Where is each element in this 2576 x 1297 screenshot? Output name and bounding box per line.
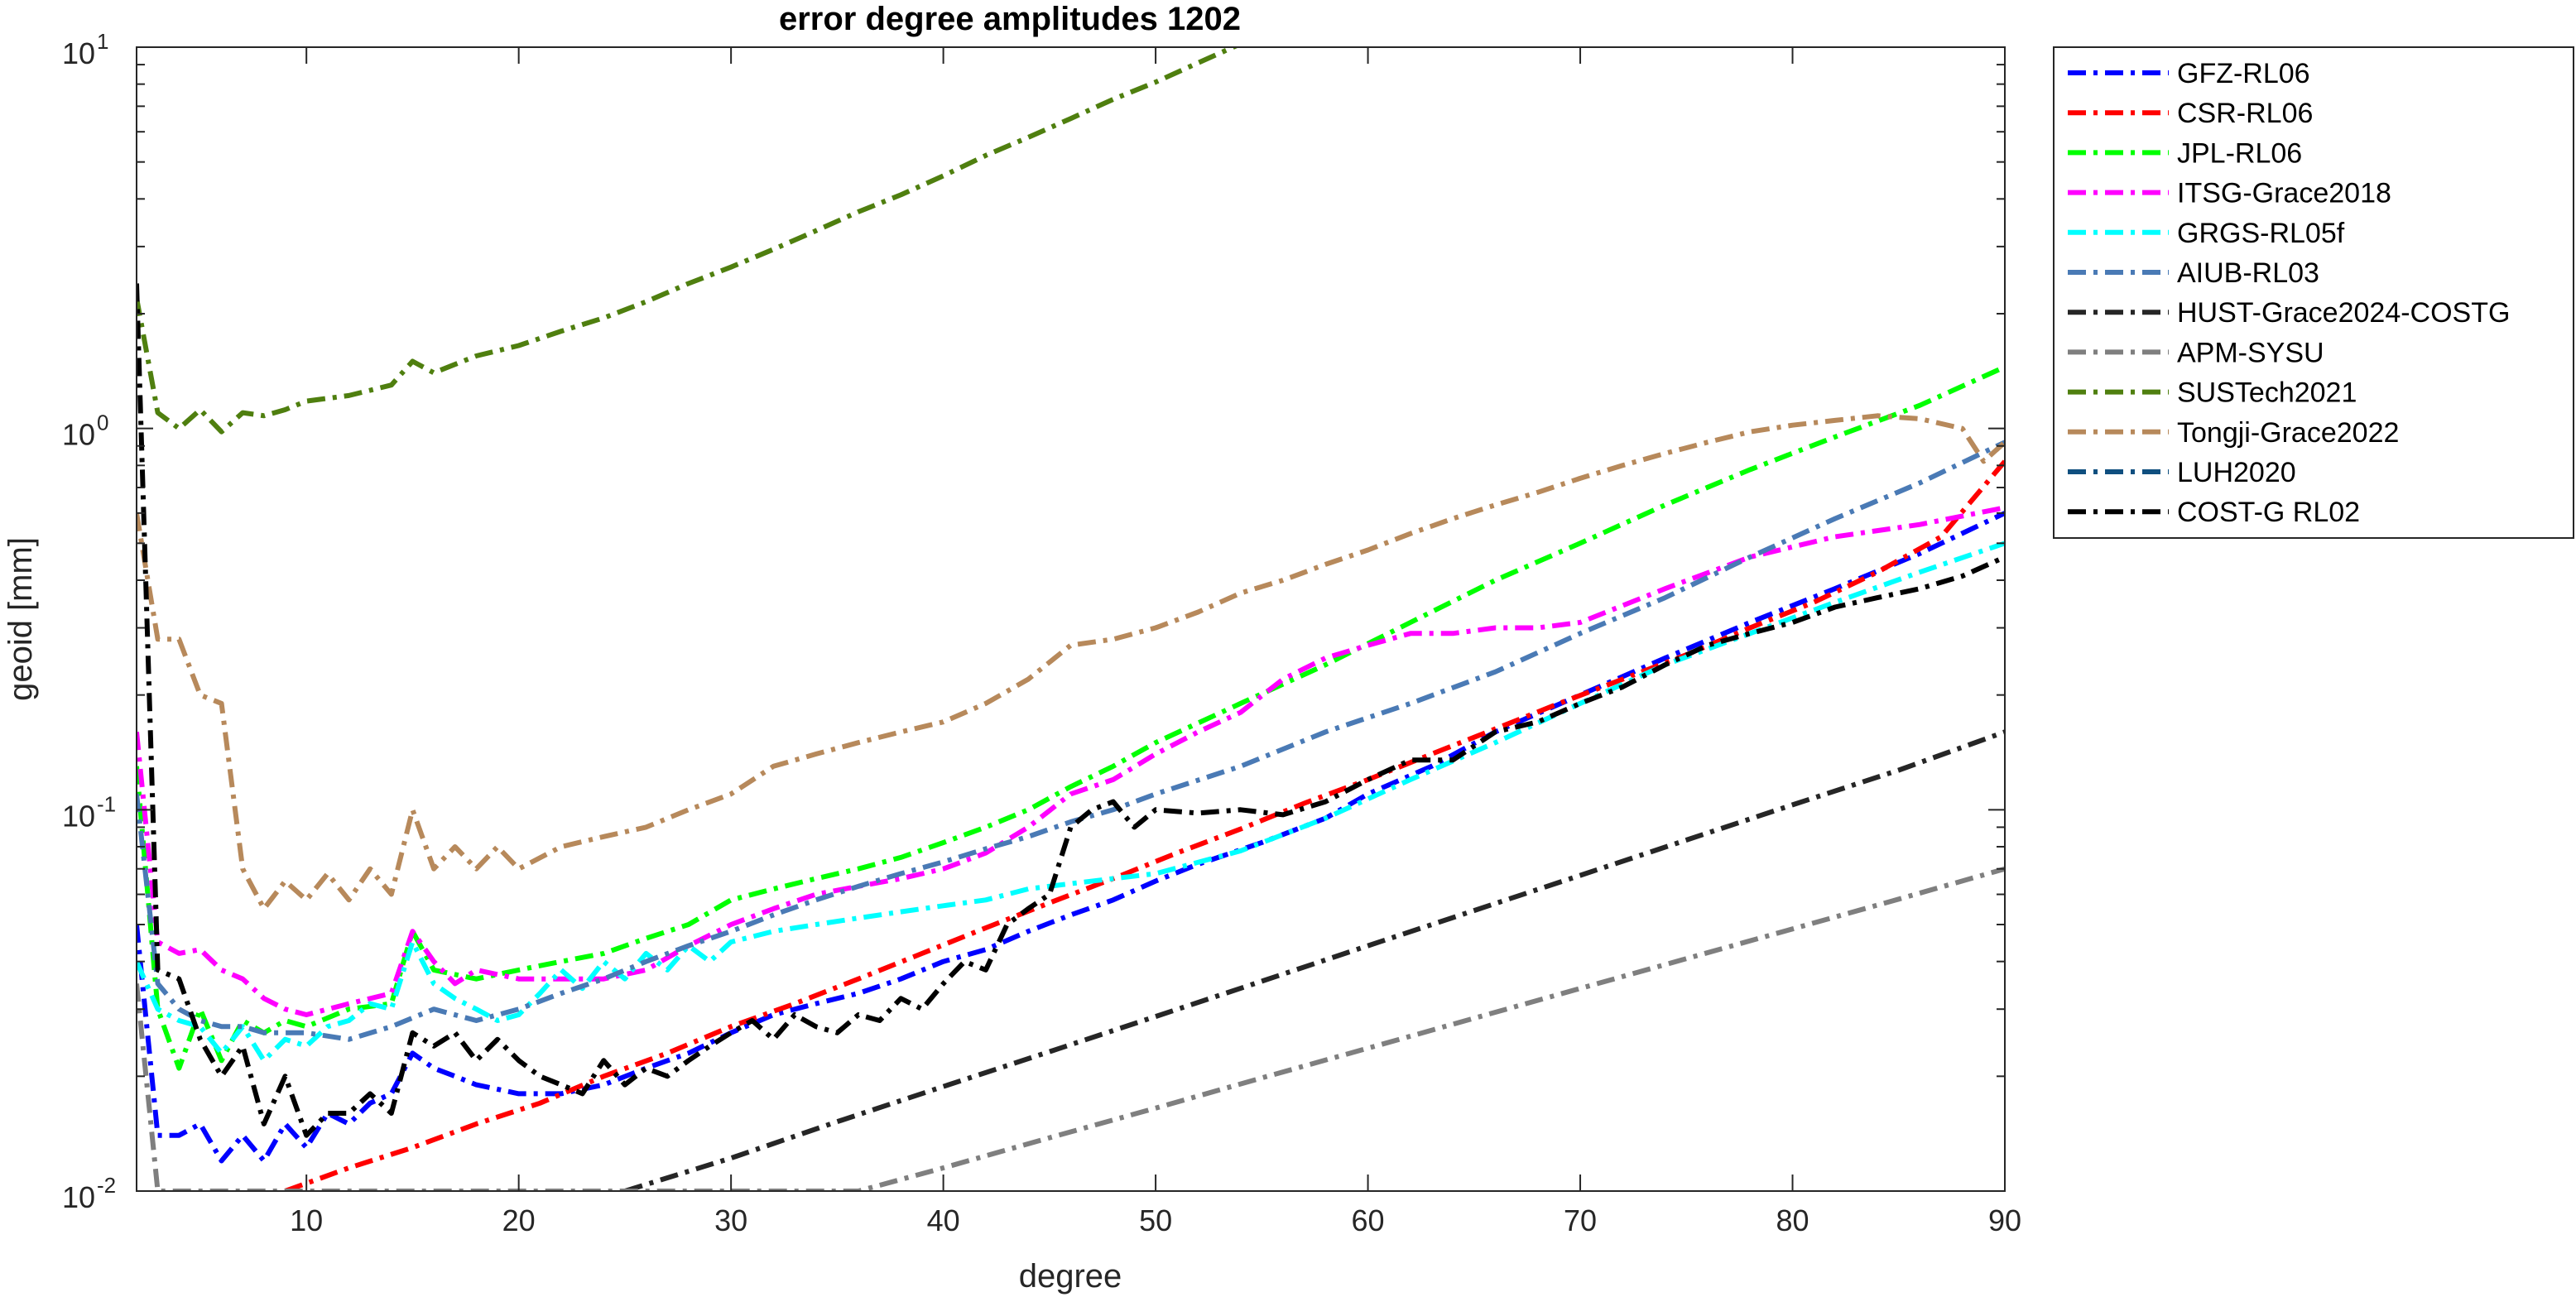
legend-label-9: SUSTech2021 (2177, 377, 2357, 409)
x-tick-label: 10 (290, 1203, 323, 1237)
legend-label-2: CSR-RL06 (2177, 98, 2313, 129)
legend: GFZ-RL06 CSR-RL06 JPL-RL06 ITSG-Grace2018 GR… (2053, 46, 2574, 539)
legend-label-5: GRGS-RL05f (2177, 218, 2345, 249)
series-line-5 (137, 540, 2005, 1064)
legend-label-3: JPL-RL06 (2177, 137, 2302, 169)
y-tick-label: 10 (62, 1180, 95, 1214)
plot-frame (136, 46, 2006, 1192)
plot-area (137, 47, 2005, 1191)
series-line-3 (137, 364, 2005, 1071)
chart-title: error degree amplitudes 1202 (779, 1, 1241, 37)
series-line-1 (137, 511, 2005, 1164)
x-tick-label: 80 (1776, 1203, 1809, 1237)
x-tick-label: 50 (1139, 1203, 1172, 1237)
x-tick-label: 30 (714, 1203, 747, 1237)
series-line-2 (284, 459, 2005, 1191)
series-line-8 (137, 866, 2005, 1191)
series-line-9 (137, 47, 1240, 435)
legend-label-6: AIUB-RL03 (2177, 257, 2319, 289)
y-tick-label: 10 (62, 36, 95, 70)
legend-label-12: COST-G RL02 (2177, 497, 2360, 528)
x-tick-label: 20 (502, 1203, 536, 1237)
y-axis-label: geoid [mm] (2, 537, 39, 701)
series-line-6 (137, 440, 2005, 1042)
y-tick-label-exponent: -2 (97, 1173, 116, 1198)
y-tick-label-exponent: -1 (97, 791, 116, 816)
series-layer (137, 47, 2005, 1191)
x-tick-label: 70 (1564, 1203, 1597, 1237)
series-line-12 (137, 283, 2005, 1138)
series-line-4 (137, 505, 2005, 1017)
legend-label-4: ITSG-Grace2018 (2177, 178, 2391, 209)
x-tick-label: 60 (1352, 1203, 1385, 1237)
legend-label-1: GFZ-RL06 (2177, 58, 2310, 89)
legend-label-11: LUH2020 (2177, 457, 2296, 488)
y-tick-label: 10 (62, 418, 95, 452)
legend-label-8: APM-SYSU (2177, 337, 2324, 368)
legend-label-10: Tongji-Grace2022 (2177, 417, 2399, 449)
y-tick-label: 10 (62, 799, 95, 833)
y-tick-label-exponent: 1 (97, 29, 108, 54)
legend-label-7: HUST-Grace2024-COSTG (2177, 297, 2510, 329)
x-axis-label: degree (1019, 1258, 1122, 1295)
x-tick-label: 90 (1988, 1203, 2021, 1237)
y-tick-label-exponent: 0 (97, 411, 108, 435)
legend-box (2053, 46, 2574, 539)
x-tick-label: 40 (927, 1203, 960, 1237)
